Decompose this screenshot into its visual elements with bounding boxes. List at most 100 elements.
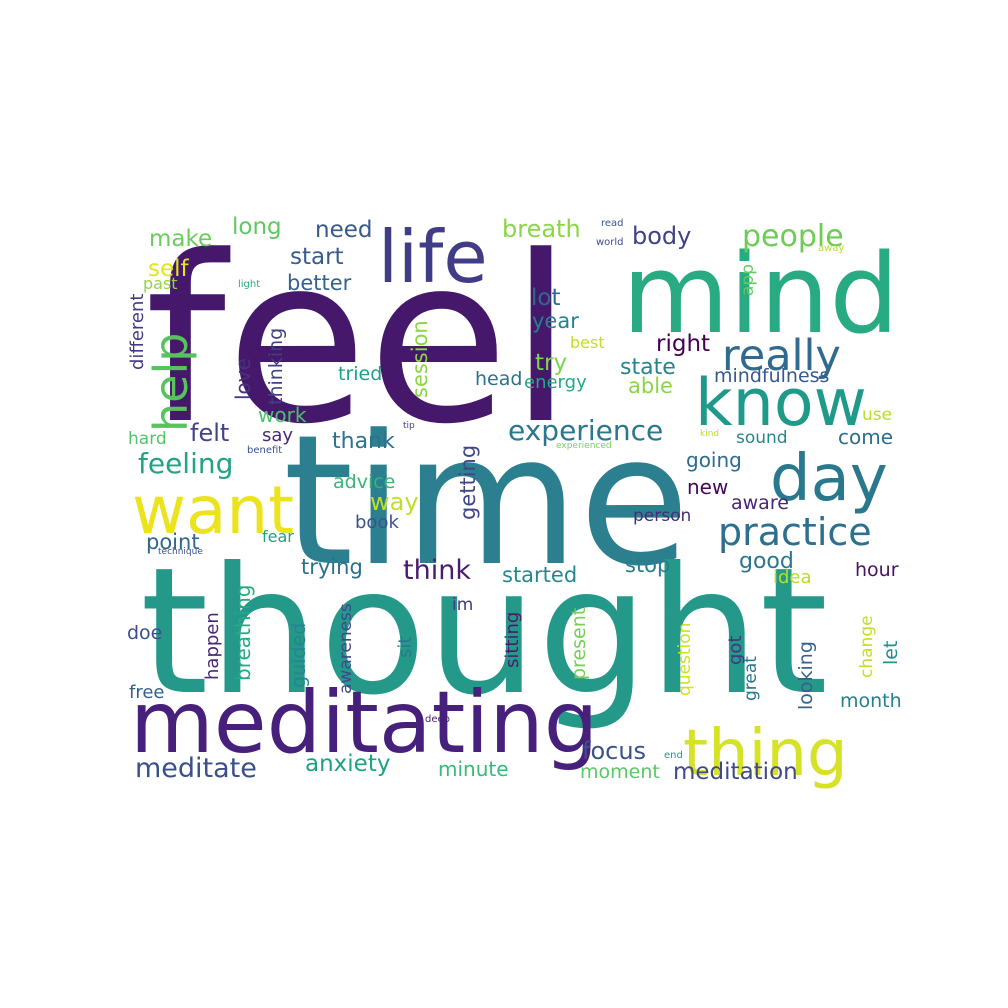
word-say: say	[262, 425, 293, 446]
word-thought: thought	[140, 531, 828, 734]
word-sit: sit	[395, 637, 416, 658]
word-different: different	[127, 294, 148, 370]
word-world: world	[596, 237, 624, 248]
word-feeling: feeling	[138, 447, 233, 480]
word-book: book	[355, 512, 399, 533]
word-benefit: benefit	[247, 445, 282, 456]
word-kind: kind	[700, 429, 719, 439]
word-app: app	[738, 264, 758, 296]
word-work: work	[258, 403, 307, 427]
word-day: day	[770, 442, 888, 516]
word-away: away	[818, 243, 844, 254]
word-love: love	[231, 358, 255, 400]
word-started: started	[502, 563, 577, 587]
word-experience: experience	[508, 414, 663, 447]
word-focus: focus	[582, 737, 646, 765]
word-sitting: sitting	[502, 612, 523, 668]
word-body: body	[632, 222, 691, 250]
word-use: use	[862, 405, 892, 425]
word-want: want	[132, 472, 294, 549]
word-free: free	[129, 682, 165, 703]
word-happen: happen	[202, 612, 223, 680]
word-awareness: awareness	[336, 603, 356, 694]
word-thank: thank	[332, 429, 395, 454]
word-breathing: breathing	[231, 585, 255, 681]
word-tried: tried	[338, 363, 382, 385]
word-doe: doe	[127, 622, 162, 644]
word-point: point	[146, 530, 200, 554]
word-change: change	[857, 615, 877, 678]
word-thing: thing	[683, 717, 848, 791]
word-tip: tip	[403, 421, 415, 431]
word-good: good	[739, 549, 794, 574]
word-self: self	[148, 256, 190, 282]
word-idea: idea	[773, 567, 812, 588]
word-month: month	[840, 690, 902, 712]
word-moment: moment	[580, 761, 660, 783]
word-come: come	[838, 425, 893, 449]
word-know: know	[695, 366, 867, 441]
word-long: long	[232, 214, 282, 240]
word-mind: mind	[622, 230, 899, 358]
word-experienced: experienced	[556, 441, 612, 451]
word-trying: trying	[301, 555, 363, 579]
word-help: help	[144, 333, 198, 432]
word-looking: looking	[795, 641, 817, 710]
word-time: time	[283, 397, 690, 606]
word-practice: practice	[718, 510, 872, 554]
word-aware: aware	[731, 492, 789, 514]
word-make: make	[149, 226, 212, 252]
word-way: way	[370, 488, 419, 516]
word-feel: feel	[145, 208, 573, 475]
word-new: new	[687, 475, 728, 499]
word-really: really	[722, 331, 841, 381]
word-deep: deep	[425, 714, 450, 725]
word-energy: energy	[524, 372, 587, 393]
word-breath: breath	[502, 215, 581, 243]
word-stop: stop	[625, 553, 670, 577]
word-anxiety: anxiety	[305, 751, 390, 777]
word-technique: technique	[158, 547, 203, 557]
word-state: state	[620, 355, 676, 380]
word-past: past	[143, 274, 178, 293]
word-meditate: meditate	[135, 753, 257, 784]
word-read: read	[601, 218, 624, 229]
word-got: got	[725, 636, 746, 666]
word-light: light	[238, 279, 260, 290]
word-advice: advice	[333, 471, 395, 493]
word-right: right	[656, 331, 710, 357]
word-hour: hour	[855, 559, 899, 581]
word-guided: guided	[288, 623, 310, 688]
word-year: year	[532, 309, 579, 333]
word-mindfulness: mindfulness	[714, 365, 829, 387]
word-people: people	[742, 219, 844, 254]
word-let: let	[880, 641, 902, 665]
word-sound: sound	[736, 428, 788, 448]
word-getting: getting	[456, 445, 480, 520]
word-great: great	[741, 656, 761, 701]
word-session: session	[408, 320, 432, 398]
word-felt: felt	[190, 419, 229, 447]
word-im: im	[452, 595, 473, 615]
word-best: best	[570, 333, 605, 352]
word-person: person	[633, 506, 691, 526]
word-start: start	[290, 244, 344, 270]
word-need: need	[315, 217, 372, 243]
word-head: head	[475, 368, 522, 390]
word-fear: fear	[262, 527, 294, 546]
word-meditating: meditating	[130, 673, 598, 773]
word-present: present	[568, 608, 590, 680]
word-end: end	[664, 750, 683, 761]
word-hard: hard	[128, 429, 167, 449]
word-meditation: meditation	[673, 759, 798, 785]
word-better: better	[287, 271, 352, 295]
word-minute: minute	[438, 757, 509, 781]
word-think: think	[403, 555, 471, 586]
word-question: question	[675, 623, 695, 696]
word-going: going	[686, 448, 742, 472]
word-able: able	[628, 374, 673, 398]
word-lot: lot	[531, 285, 560, 311]
word-try: try	[535, 350, 567, 376]
word-life: life	[378, 215, 488, 299]
